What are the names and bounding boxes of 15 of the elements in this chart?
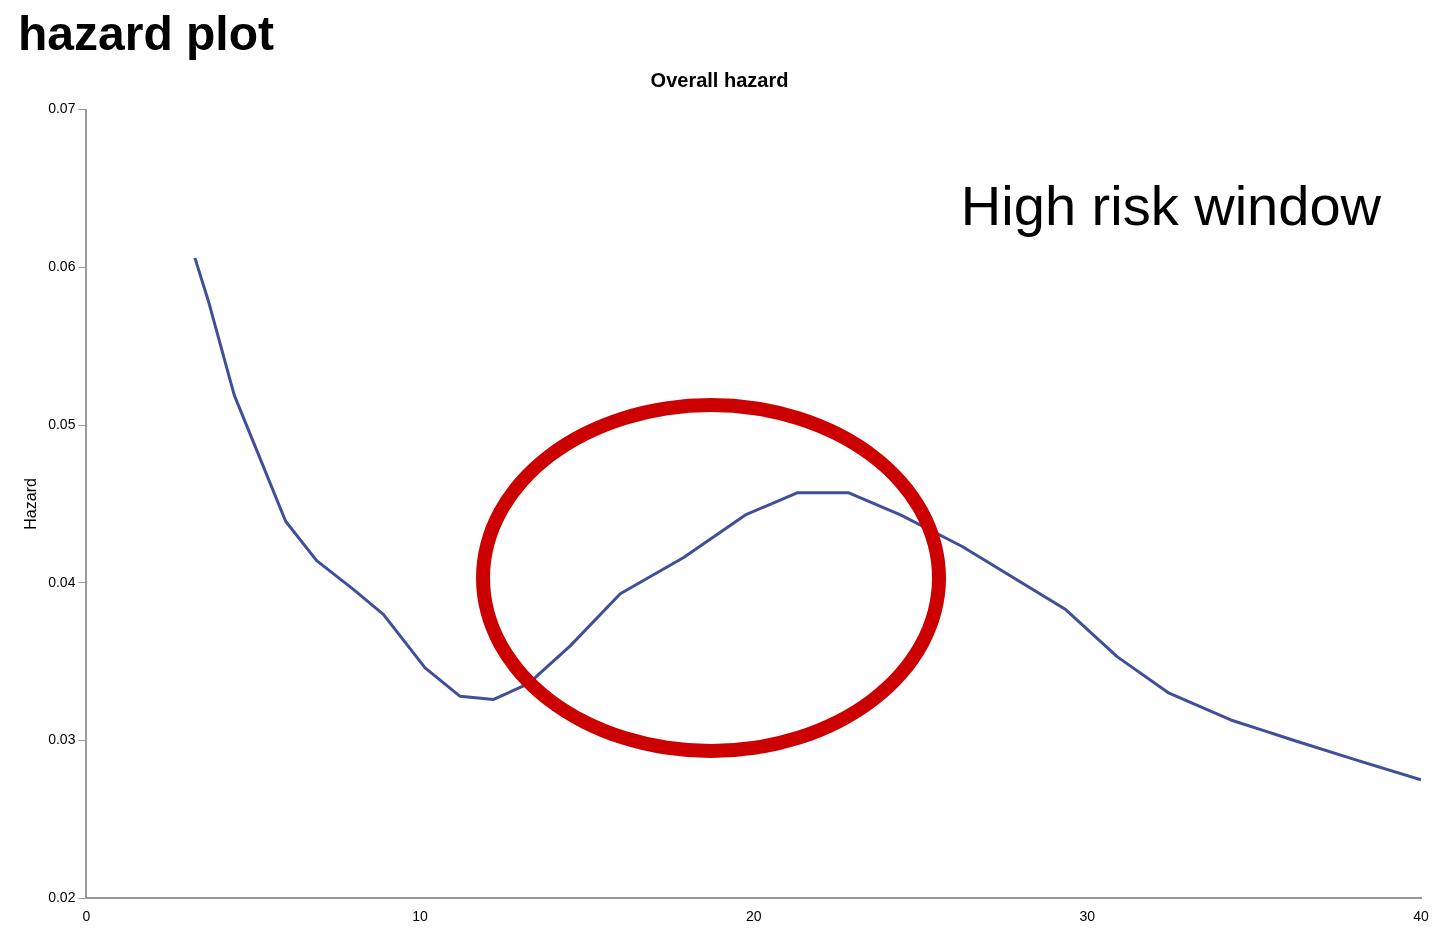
y-tick-label: 0.07 (48, 100, 76, 117)
y-tick-label: 0.06 (48, 258, 76, 275)
x-tick-label: 10 (412, 908, 429, 925)
chart-subtitle: Overall hazard (650, 69, 789, 92)
x-tick-label: 30 (1079, 908, 1096, 925)
x-tick-label: 20 (745, 908, 762, 925)
x-tick-label: 0 (82, 908, 91, 925)
y-tick-label: 0.02 (48, 889, 76, 906)
y-tick-label: 0.03 (48, 731, 76, 748)
y-tick-label: 0.05 (48, 415, 76, 432)
x-tick-label: 40 (1413, 908, 1429, 925)
annotation: High risk window (960, 174, 1382, 238)
y-tick-label: 0.04 (48, 573, 76, 590)
chart-title: hazard plot (18, 7, 275, 61)
y-axis-title: Hazard (22, 478, 40, 530)
